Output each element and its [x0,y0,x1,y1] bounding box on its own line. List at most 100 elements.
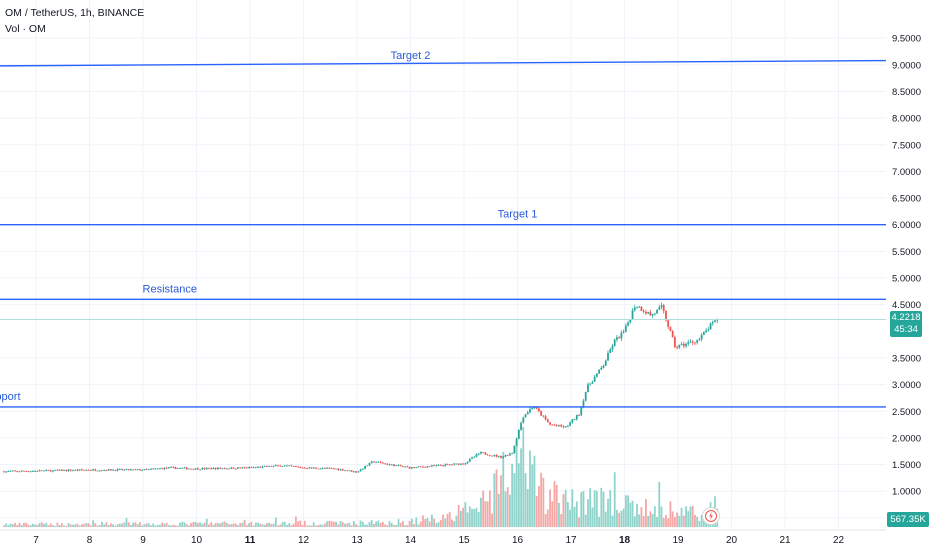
candle-body [636,307,638,309]
volume-bar [431,514,433,527]
volume-bar [277,525,279,527]
candle-body [593,376,596,382]
volume-bar [194,521,197,527]
candle-body [642,310,645,312]
candle-body [130,469,132,471]
candle-body [272,465,275,467]
volume-bar [174,525,177,527]
volume-bar [560,513,563,527]
candle-body [125,469,128,470]
candle-body [393,464,395,467]
symbol-title[interactable]: OM / TetherUS, 1h, BINANCE [5,7,145,19]
time-tick-label: 10 [191,535,203,546]
volume-bar [366,524,369,527]
candle-body [210,468,213,470]
volume-tag: 567.35K [887,512,929,527]
volume-bar [49,523,52,527]
volume-bar [123,522,126,527]
volume-bar [176,525,179,527]
volume-bar [165,522,168,527]
volume-bar [486,501,489,527]
candle-body [49,470,52,472]
volume-bar [381,522,384,527]
candle-body [533,407,536,409]
volume-bar [566,501,569,527]
candle-body [707,329,710,331]
volume-bar [500,475,502,527]
volume-bar [199,522,201,527]
volume-bar [105,522,108,527]
volume-bar [261,524,264,527]
volume-bar [43,523,45,527]
candle-body [308,467,311,469]
volume-bar [569,509,572,527]
candle-body [691,341,694,343]
candle-body [85,469,88,471]
candle-body [531,407,534,410]
volume-bar [152,523,155,527]
volume-bar [96,525,99,527]
volume-bar [335,521,337,527]
flash-icon[interactable] [702,507,720,525]
candle-body [607,353,609,361]
volume-bar [147,523,150,527]
volume-bar [370,520,373,527]
candle-body [339,469,342,471]
candle-body [201,468,204,470]
volume-bar [196,522,199,527]
candle-body [65,470,68,471]
volume-bar [341,522,344,527]
candle-body [482,452,485,453]
candle-body [245,467,248,469]
candle-body [513,445,516,454]
candle-body [538,408,540,412]
volume-bar [649,511,652,527]
volume-bar [413,524,415,527]
volume-bar [526,489,529,527]
candle-body [399,465,402,467]
candle-body [551,424,554,426]
volume-bar [595,490,598,527]
candle-body [685,343,687,347]
candle-body [500,455,502,458]
candle-body [301,467,304,469]
volume-bar [377,520,380,527]
candle-body [696,340,699,343]
candle-body [673,337,676,348]
candle-body [225,468,228,470]
candle-body [31,471,34,472]
volume-bar [321,524,324,527]
volume-bar [564,489,567,527]
volume-bar [188,525,190,527]
volume-bar [645,499,647,527]
candle-body [332,468,335,470]
candle-body [595,373,598,377]
candle-body [114,469,117,471]
candle-body [205,467,208,470]
candle-body [312,467,315,469]
volume-bar [424,519,427,527]
candle-body [633,307,636,311]
candle-body [575,414,578,420]
volume-bar [671,511,674,527]
volume-bar [448,512,451,527]
volume-bar [388,521,391,527]
candle-body [366,465,369,467]
candle-body [468,458,471,462]
volume-bar [662,517,665,527]
volume-bar [435,523,438,527]
volume-indicator-label[interactable]: Vol · OM [5,23,46,35]
candle-body [112,469,115,471]
candle-body [526,412,529,415]
volume-bar [587,499,589,527]
volume-bar [134,522,137,527]
candle-body [388,464,391,466]
volume-bar [352,521,355,527]
volume-bar [14,522,16,527]
candle-body [446,464,449,466]
volume-bar [676,512,679,527]
candle-body [373,461,375,463]
candle-body [660,305,663,308]
candle-body [687,342,690,344]
